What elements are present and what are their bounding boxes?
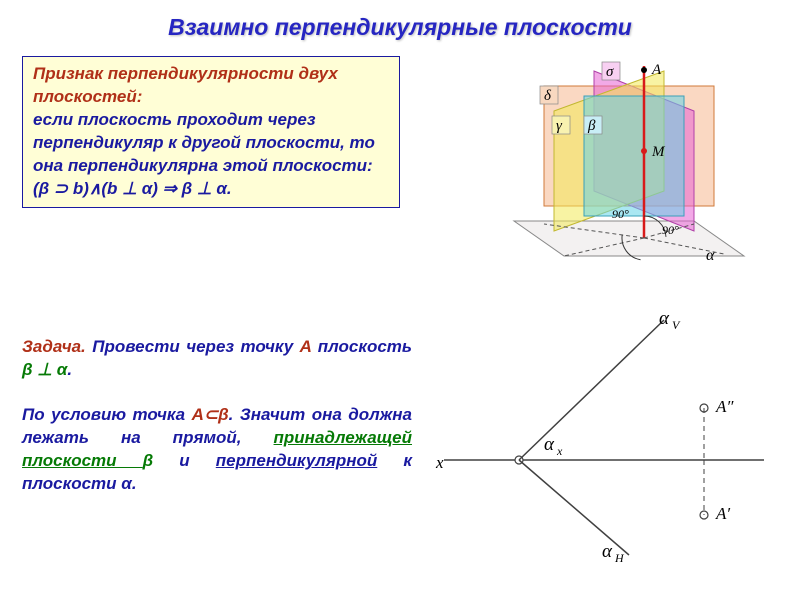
task-text: .: [132, 474, 137, 493]
task-text: .: [67, 360, 72, 379]
task-point-a-beta: A⊂β: [192, 405, 229, 424]
theorem-body: если плоскость проходит через перпендику…: [33, 110, 375, 175]
task-text: По условию точка: [22, 405, 192, 424]
top-diagram-svg: AM90°90°ασδγβ: [484, 56, 764, 266]
task-block: Задача. Провести через точку A плоскость…: [22, 336, 412, 496]
svg-text:β: β: [587, 118, 596, 134]
svg-text:x: x: [556, 444, 563, 458]
theorem-box: Признак перпендикулярности двух плоскост…: [22, 56, 400, 208]
svg-text:90°: 90°: [662, 223, 679, 237]
svg-text:A′: A′: [715, 504, 730, 523]
task-text: и: [153, 451, 216, 470]
theorem-heading: Признак перпендикулярности двух плоскост…: [33, 63, 389, 109]
task-alpha: α: [121, 474, 132, 493]
svg-text:V: V: [672, 318, 681, 332]
bottom-diagram: xαxαVαHA″A′: [434, 300, 774, 570]
task-beta: β: [143, 451, 154, 470]
task-paragraph-2: По условию точка A⊂β. Значит она должна …: [22, 404, 412, 496]
svg-text:A″: A″: [715, 397, 734, 416]
svg-text:x: x: [435, 453, 444, 472]
top-diagram: AM90°90°ασδγβ: [484, 56, 764, 266]
task-formula: β ⊥ α: [22, 360, 67, 379]
svg-text:α: α: [706, 247, 715, 264]
bottom-diagram-svg: xαxαVαHA″A′: [434, 300, 774, 570]
task-label: Задача.: [22, 337, 86, 356]
svg-text:A: A: [651, 62, 662, 78]
svg-text:M: M: [651, 144, 666, 160]
task-paragraph-1: Задача. Провести через точку A плоскость…: [22, 336, 412, 382]
svg-text:H: H: [614, 551, 625, 565]
task-text: Провести через точку: [86, 337, 300, 356]
task-perp: перпендикулярной: [216, 451, 378, 470]
svg-text:90°: 90°: [612, 207, 629, 221]
task-text: плоскость: [311, 337, 412, 356]
page-title: Взаимно перпендикулярные плоскости: [0, 0, 800, 41]
task-point-a: A: [300, 337, 312, 356]
svg-text:α: α: [659, 308, 670, 329]
theorem-formula: (β ⊃ b)∧(b ⊥ α) ⇒ β ⊥ α.: [33, 179, 232, 198]
svg-text:σ: σ: [606, 64, 614, 80]
svg-text:α: α: [544, 434, 555, 455]
svg-text:α: α: [602, 541, 613, 562]
svg-text:δ: δ: [544, 88, 552, 104]
